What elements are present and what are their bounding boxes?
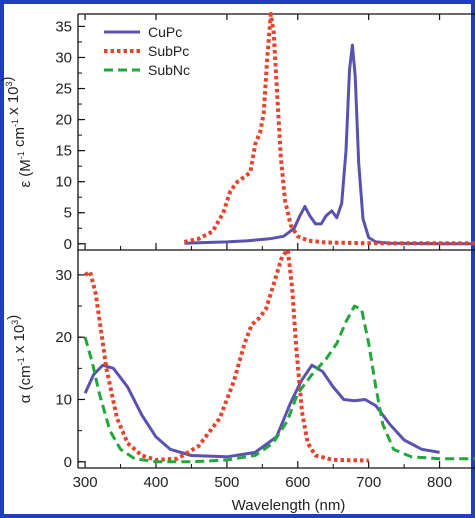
y-axis-title-part: x 10 <box>5 86 22 119</box>
x-tick-label: 700 <box>356 474 381 491</box>
y-tick-label: 30 <box>55 267 72 284</box>
x-tick-label: 500 <box>214 474 239 491</box>
y-axis-title: ε (M-1 cm-1 x 103) <box>0 76 34 187</box>
y-tick-label: 35 <box>55 18 72 35</box>
x-tick-label: 300 <box>73 474 98 491</box>
y-tick-label: 20 <box>55 112 72 129</box>
legend-label-subnc: SubNc <box>148 62 190 78</box>
y-tick-label: 5 <box>64 205 72 222</box>
series-line-cupc-bottom <box>83 363 440 459</box>
panel-bottom: 0 10 20 30 300 400 500 600 700 800 α (cm-1 x 103) W… <box>5 248 475 514</box>
y-tick-label: 0 <box>64 236 72 253</box>
series-line-subpc-bottom <box>84 248 369 463</box>
y-tick-label: 0 <box>64 454 72 471</box>
y-tick-label: 20 <box>55 329 72 346</box>
y-tick-label: 10 <box>55 174 72 191</box>
y-axis-title-superscript: 3 <box>10 320 20 325</box>
y-tick-label: 30 <box>55 49 72 66</box>
y-axis-title-part: ) <box>5 315 22 320</box>
y-tick-label: 25 <box>55 81 72 98</box>
y-tick-label: 15 <box>55 143 72 160</box>
series-line-subpc-top <box>183 12 475 246</box>
y-axis-title-superscript: -1 <box>16 357 26 365</box>
series-line-cupc-top <box>184 43 475 246</box>
y-tick-label: 10 <box>55 391 72 408</box>
x-axis-title: Wavelength (nm) <box>232 497 346 514</box>
series-line-subnc-bottom <box>83 304 475 464</box>
y-axis-title: α (cm-1 x 103) <box>5 315 34 403</box>
x-tick-label: 800 <box>427 474 452 491</box>
x-tick-label: 600 <box>285 474 310 491</box>
y-axis-title-superscript: 3 <box>4 81 14 86</box>
legend-label-subpc: SubPc <box>148 43 189 59</box>
y-axis-title-part: ε (M <box>17 159 34 187</box>
x-tick-label: 400 <box>143 474 168 491</box>
y-axis-title-part: ) <box>0 76 16 81</box>
y-axis-title-superscript: -1 <box>10 119 20 127</box>
y-axis-title-superscript: -1 <box>16 151 26 159</box>
y-axis-title-part: x 10 <box>11 325 28 358</box>
y-axis-title-part: α (cm <box>17 365 34 403</box>
y-axis-title-part: cm <box>11 127 28 151</box>
legend-label-cupc: CuPc <box>148 24 182 40</box>
